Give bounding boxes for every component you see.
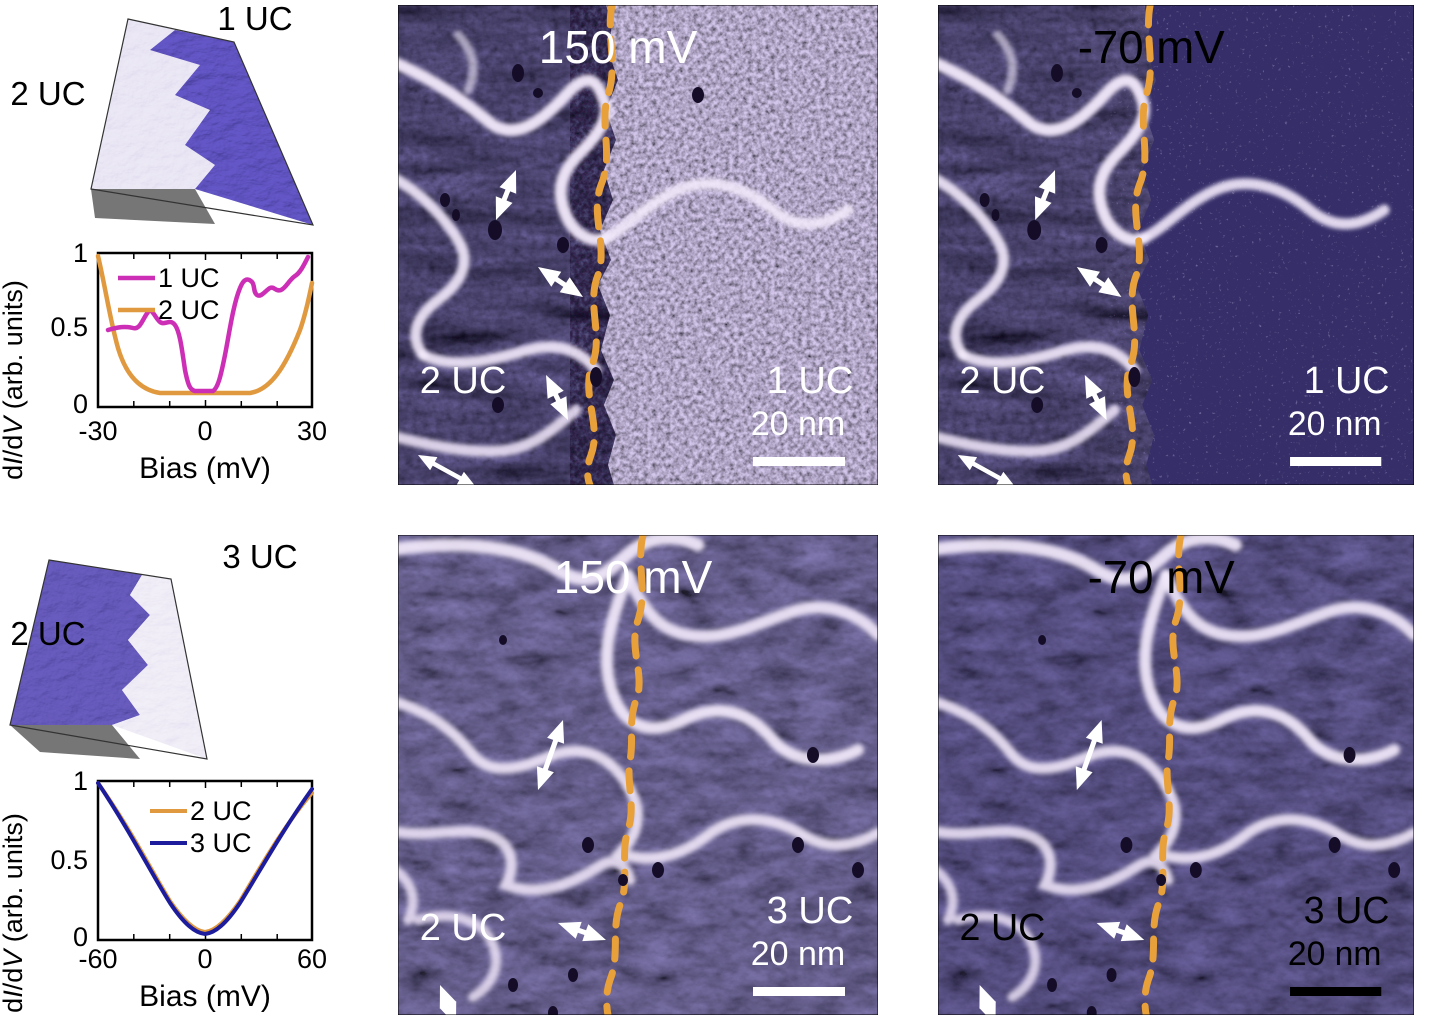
svg-text:1: 1 — [73, 238, 88, 268]
svg-text:0.5: 0.5 — [50, 312, 88, 342]
svg-text:2 UC: 2 UC — [960, 907, 1046, 949]
svg-text:2 UC: 2 UC — [190, 796, 252, 826]
svg-text:dI/dV (arb. units): dI/dV (arb. units) — [0, 813, 28, 1013]
svg-text:2 UC: 2 UC — [158, 295, 220, 325]
svg-text:-70 mV: -70 mV — [1078, 22, 1225, 73]
svg-text:20 nm: 20 nm — [1288, 935, 1382, 973]
svg-text:0: 0 — [73, 389, 88, 419]
svg-text:30: 30 — [297, 416, 327, 446]
svg-text:Bias (mV): Bias (mV) — [139, 980, 271, 1013]
svg-text:3 UC: 3 UC — [767, 890, 854, 932]
svg-text:150 mV: 150 mV — [554, 551, 713, 603]
svg-text:20 nm: 20 nm — [751, 935, 846, 973]
svg-text:20 nm: 20 nm — [751, 405, 846, 443]
svg-text:2 UC: 2 UC — [10, 615, 85, 652]
svg-text:2 UC: 2 UC — [420, 907, 507, 949]
svg-text:2 UC: 2 UC — [960, 360, 1046, 402]
svg-text:1 UC: 1 UC — [158, 263, 220, 293]
svg-text:60: 60 — [297, 944, 327, 974]
svg-text:0.5: 0.5 — [50, 845, 88, 875]
svg-text:2 UC: 2 UC — [420, 360, 507, 402]
svg-text:3 UC: 3 UC — [190, 828, 252, 858]
svg-text:dI/dV (arb. units): dI/dV (arb. units) — [0, 280, 28, 480]
svg-text:20 nm: 20 nm — [1288, 405, 1382, 443]
svg-text:-70 mV: -70 mV — [1088, 552, 1235, 603]
svg-text:-60: -60 — [78, 944, 117, 974]
svg-text:Bias (mV): Bias (mV) — [139, 452, 271, 485]
svg-text:0: 0 — [197, 944, 212, 974]
svg-text:1: 1 — [73, 766, 88, 796]
svg-text:2 UC: 2 UC — [10, 75, 85, 112]
svg-text:3 UC: 3 UC — [222, 540, 297, 575]
svg-text:1 UC: 1 UC — [217, 0, 292, 37]
svg-text:150 mV: 150 mV — [539, 21, 698, 73]
svg-text:1 UC: 1 UC — [1304, 360, 1390, 402]
svg-text:-30: -30 — [78, 416, 117, 446]
svg-text:3 UC: 3 UC — [1304, 890, 1390, 932]
svg-text:0: 0 — [197, 416, 212, 446]
svg-text:1 UC: 1 UC — [767, 360, 854, 402]
